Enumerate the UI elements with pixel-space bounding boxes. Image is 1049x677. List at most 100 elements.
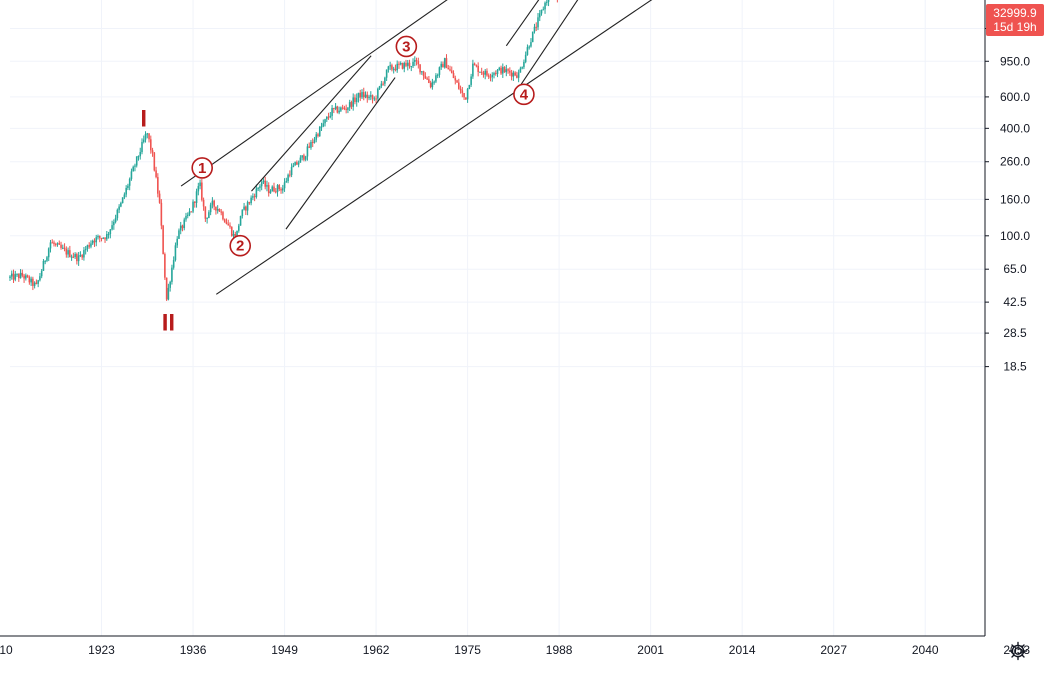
candle-body (90, 243, 92, 247)
wave-label-1: 1 (198, 160, 206, 177)
trendline[interactable] (505, 0, 633, 47)
candle-body (313, 139, 316, 143)
wave-label-i[interactable]: I (140, 105, 147, 132)
price-tick-label: 18.5 (1003, 360, 1027, 374)
candle-body (352, 97, 354, 107)
candle-body (199, 182, 201, 187)
candle-body (28, 277, 31, 283)
time-tick-label: 10 (0, 643, 13, 657)
candle-body (51, 242, 54, 244)
candle-body (519, 68, 522, 73)
candle-body (238, 225, 240, 231)
candle-body (278, 185, 281, 190)
candle-body (489, 76, 492, 78)
candle-body (354, 97, 356, 103)
candle-body (252, 196, 254, 198)
wave-label-ii[interactable]: II (162, 309, 175, 336)
candle-body (537, 17, 539, 28)
candle-body (95, 237, 98, 243)
candle-body (74, 254, 76, 257)
price-axis-panel[interactable] (985, 0, 1049, 672)
candle-body (480, 71, 483, 73)
time-tick-label: 1923 (88, 643, 115, 657)
candle-body (355, 97, 358, 103)
candle-body (517, 72, 520, 78)
candle-body (303, 155, 305, 160)
candle-body (16, 274, 18, 276)
candle-body (540, 9, 543, 14)
candle-body (406, 62, 409, 66)
candle-body (97, 235, 99, 238)
candle-body (250, 197, 252, 204)
candle-body (151, 150, 154, 153)
candle-body (538, 13, 541, 18)
trendline[interactable] (285, 77, 396, 230)
candle-body (49, 242, 52, 249)
candle-body (429, 82, 432, 88)
candle-body (223, 219, 226, 223)
candle-body (498, 67, 501, 70)
candle-body (253, 196, 256, 198)
candle-body (83, 250, 85, 258)
candle-body (79, 255, 82, 257)
trendline[interactable] (180, 0, 640, 187)
candle-body (419, 64, 421, 73)
candle-body (230, 226, 233, 236)
candle-body (285, 181, 288, 183)
candle-body (255, 188, 258, 197)
candle-body (415, 60, 418, 62)
candle-body (327, 116, 330, 118)
candle-body (308, 146, 310, 148)
trendline[interactable] (251, 55, 372, 192)
candle-body (267, 185, 270, 194)
candle-body (421, 71, 423, 73)
candle-body (118, 206, 120, 210)
candle-body (23, 275, 25, 279)
candle-body (266, 185, 268, 187)
wave-label-3: 3 (402, 38, 410, 55)
candle-body (54, 244, 57, 246)
wave-circle-2[interactable] (229, 234, 252, 257)
candle-body (494, 73, 497, 75)
wave-circle-3[interactable] (395, 35, 418, 58)
candle-body (188, 211, 191, 215)
candle-body (174, 245, 177, 261)
gear-icon (1008, 641, 1028, 661)
candle-body (348, 102, 351, 108)
wave-circle-4[interactable] (513, 83, 535, 106)
candle-body (458, 82, 460, 89)
candle-body (44, 260, 46, 262)
candle-body (459, 88, 462, 91)
candle-body (179, 225, 182, 231)
candle-body (197, 186, 200, 192)
trendline[interactable] (516, 0, 647, 92)
candle-body (399, 62, 402, 65)
candle-body (127, 185, 129, 188)
candle-body (544, 2, 546, 10)
candle-body (186, 214, 189, 216)
price-tick-label: 600.0 (1000, 90, 1030, 104)
candle-body (171, 267, 173, 282)
candle-body (206, 217, 208, 219)
candle-body (190, 211, 193, 213)
candle-body (343, 107, 346, 109)
candle-body (547, 0, 550, 2)
trendline[interactable] (215, 0, 803, 295)
candle-body (37, 280, 39, 284)
candle-body (56, 243, 59, 245)
time-tick-label: 1949 (271, 643, 298, 657)
candle-body (526, 47, 529, 55)
candle-body (440, 63, 442, 68)
candle-body (317, 134, 319, 137)
candle-body (81, 255, 83, 258)
candle-body (274, 191, 277, 193)
time-axis-panel[interactable] (0, 636, 1049, 672)
candle-body (456, 80, 458, 83)
candle-body (245, 206, 247, 211)
wave-label-4: 4 (520, 86, 529, 103)
candle-body (385, 69, 388, 78)
candle-body (408, 62, 411, 67)
settings-gear-button[interactable] (1003, 638, 1033, 664)
wave-circle-1[interactable] (191, 157, 213, 179)
